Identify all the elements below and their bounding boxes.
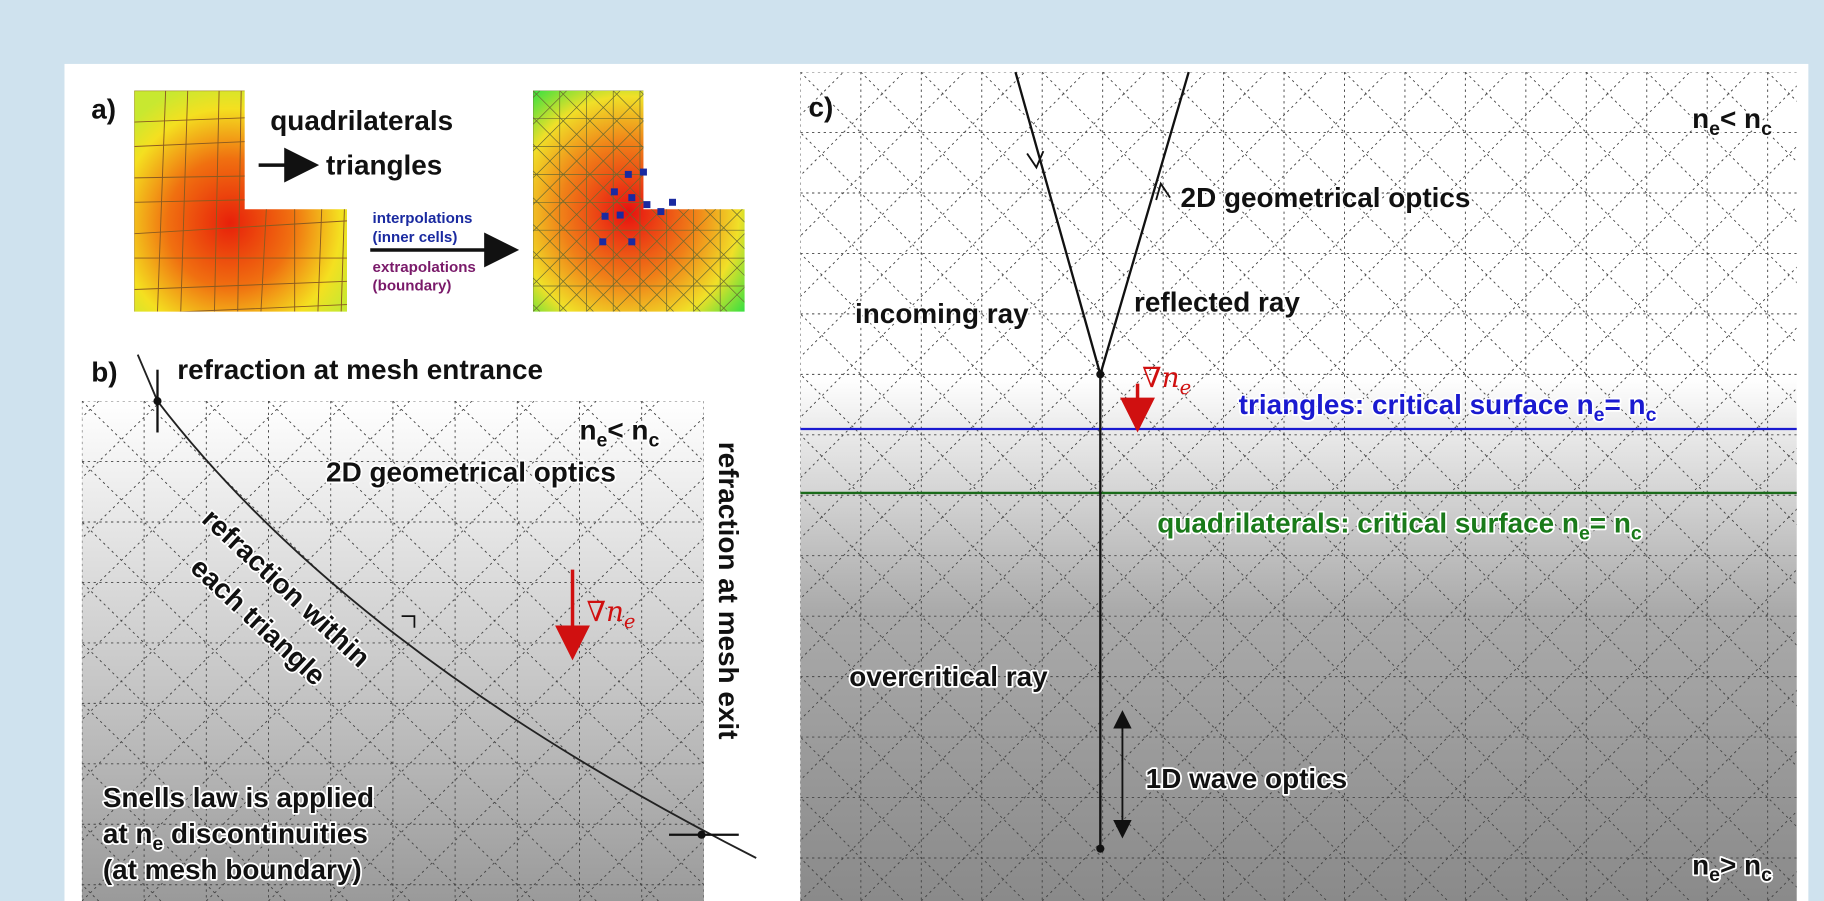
subscript: e — [152, 833, 163, 855]
subscript: c — [1761, 118, 1772, 140]
text-part: n — [1692, 849, 1709, 880]
sample-point — [602, 213, 609, 220]
subscript: e — [1709, 864, 1720, 886]
text-part: discontinuities — [163, 818, 368, 849]
caption: triangles — [326, 149, 442, 180]
text-part: = n — [1605, 389, 1646, 420]
text-part: triangles: critical surface n — [1239, 389, 1594, 420]
point — [153, 397, 161, 405]
sample-point — [628, 238, 635, 245]
caption: quadrilaterals — [270, 105, 453, 136]
caption: incoming ray — [855, 298, 1029, 329]
subscript: e — [1594, 404, 1605, 426]
caption: reflected ray — [1134, 287, 1300, 318]
caption: extrapolations — [373, 259, 476, 276]
subscript: e — [1579, 522, 1590, 544]
text-part: (at mesh boundary) — [103, 854, 362, 885]
figure: a) quadrilaterals triangles interpolations (… — [0, 0, 1824, 901]
grid-diagonal — [0, 72, 58, 901]
text-part: at n — [103, 818, 153, 849]
subscript: c — [1646, 404, 1657, 426]
caption: (inner cells) — [373, 229, 458, 246]
subscript: e — [1709, 118, 1720, 140]
caption: (at mesh boundary) — [103, 854, 362, 885]
point — [698, 831, 706, 839]
caption: Snells law is applied — [103, 782, 374, 813]
point — [1096, 370, 1104, 378]
sample-point — [599, 238, 606, 245]
caption: (boundary) — [373, 278, 452, 295]
panel-label: b) — [91, 356, 117, 387]
caption: refraction at mesh exit — [713, 442, 744, 740]
subscript: e — [1180, 376, 1192, 399]
caption: 2D geometrical optics — [326, 456, 616, 487]
sample-point — [640, 169, 647, 176]
text-part: ∇n — [1142, 361, 1179, 394]
subscript: e — [624, 610, 636, 633]
text-part: = n — [1590, 507, 1631, 538]
text-part: ∇n — [586, 595, 623, 628]
caption: 2D geometrical optics — [1181, 182, 1471, 213]
sample-point — [657, 208, 664, 215]
subscript: e — [597, 429, 608, 451]
text-part: quadrilaterals: critical surface n — [1157, 507, 1579, 538]
grid-diagonal — [0, 401, 36, 901]
grid-diagonal — [0, 72, 58, 901]
sample-point — [643, 201, 650, 208]
text-part: Snells law is applied — [103, 782, 374, 813]
text-part: n — [580, 414, 597, 445]
subscript: c — [1761, 864, 1772, 886]
text-part: > n — [1720, 849, 1761, 880]
sample-point — [625, 171, 632, 178]
panel-label: a) — [91, 94, 116, 125]
text-part: < n — [1720, 103, 1761, 134]
sample-point — [628, 194, 635, 201]
caption: refraction at mesh entrance — [177, 354, 543, 385]
subscript: c — [1631, 522, 1642, 544]
caption: overcritical ray — [849, 661, 1048, 692]
panel-label: c) — [809, 91, 834, 122]
text-part: n — [1692, 103, 1709, 134]
text-part: < n — [607, 414, 648, 445]
page: a) quadrilaterals triangles interpolations (… — [0, 0, 1824, 901]
caption: 1D wave optics — [1146, 763, 1348, 794]
subscript: c — [648, 429, 659, 451]
caption: interpolations — [373, 210, 473, 227]
grid-diagonal — [0, 401, 36, 901]
sample-point — [617, 212, 624, 219]
point — [1096, 845, 1104, 853]
sample-point — [669, 199, 676, 206]
sample-point — [611, 188, 618, 195]
